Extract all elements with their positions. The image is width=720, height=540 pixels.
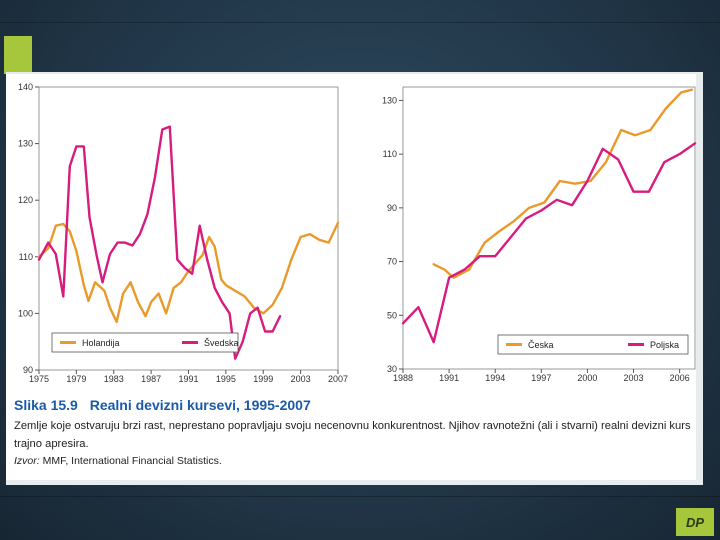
y-tick-label: 130 bbox=[18, 139, 33, 149]
legend-label: Poljska bbox=[650, 340, 679, 350]
y-tick-label: 130 bbox=[382, 95, 397, 105]
legend-label: Česka bbox=[528, 340, 554, 350]
series-line-holandija bbox=[37, 221, 340, 324]
chart-ceska-poljska: 30 50 70 90 110 130 1988 1991 1994 1997 2000 2003 20… bbox=[382, 86, 697, 383]
series-line-švedska bbox=[37, 125, 282, 360]
figure-title: Slika 15.9 Realni devizni kursevi, 1995-… bbox=[14, 397, 694, 413]
legend-box bbox=[497, 334, 689, 355]
x-tick-label: 1975 bbox=[29, 374, 49, 384]
y-tick-label: 90 bbox=[387, 203, 397, 213]
dp-badge: DP bbox=[676, 508, 714, 536]
x-tick-label: 2000 bbox=[577, 373, 597, 383]
chart-holandija-svedska: 90 100 110 120 130 140 1975 1979 1983 1987 1991 199… bbox=[18, 82, 348, 384]
figure-caption: Slika 15.9 Realni devizni kursevi, 1995-… bbox=[14, 397, 694, 467]
source-text: MMF, International Financial Statistics. bbox=[42, 455, 222, 467]
legend-label: Holandija bbox=[82, 338, 120, 348]
y-tick-label: 90 bbox=[23, 365, 33, 375]
figure-card: 90 100 110 120 130 140 1975 1979 1983 1987 1991 199… bbox=[6, 74, 697, 480]
x-tick-label: 1991 bbox=[439, 373, 459, 383]
y-tick-label: 140 bbox=[18, 82, 33, 92]
figure-source: Izvor: MMF, International Financial Stat… bbox=[14, 455, 694, 467]
background-line bbox=[0, 22, 720, 23]
y-tick-label: 110 bbox=[19, 252, 33, 262]
series-line-česka bbox=[432, 88, 694, 279]
y-tick-label: 110 bbox=[383, 149, 397, 159]
x-tick-label: 1983 bbox=[104, 374, 124, 384]
x-tick-label: 2003 bbox=[291, 374, 311, 384]
source-label: Izvor: bbox=[14, 455, 40, 467]
figure-description: Zemlje koje ostvaruju brzi rast, neprest… bbox=[14, 420, 691, 450]
plot-area bbox=[38, 86, 339, 371]
x-tick-label: 1979 bbox=[66, 374, 86, 384]
y-tick-label: 70 bbox=[387, 257, 397, 267]
background-line bbox=[0, 496, 720, 497]
y-tick-label: 50 bbox=[387, 310, 397, 320]
figure-title-text: Realni devizni kursevi, 1995-2007 bbox=[89, 397, 311, 413]
x-tick-label: 1999 bbox=[253, 374, 273, 384]
x-tick-label: 1995 bbox=[216, 374, 236, 384]
x-tick-label: 1991 bbox=[178, 374, 198, 384]
legend-label: Švedska bbox=[204, 338, 239, 348]
x-tick-label: 1987 bbox=[141, 374, 161, 384]
y-tick-label: 120 bbox=[18, 195, 33, 205]
x-tick-label: 2003 bbox=[624, 373, 644, 383]
plot-area bbox=[402, 86, 696, 370]
x-tick-label: 2007 bbox=[328, 374, 348, 384]
accent-tab bbox=[4, 36, 32, 74]
x-tick-label: 1997 bbox=[531, 373, 551, 383]
x-tick-label: 2006 bbox=[670, 373, 690, 383]
y-tick-label: 30 bbox=[387, 364, 397, 374]
x-tick-label: 1988 bbox=[393, 373, 413, 383]
figure-number: Slika 15.9 bbox=[14, 397, 78, 413]
legend-box bbox=[51, 332, 239, 353]
y-tick-label: 100 bbox=[18, 308, 33, 318]
series-line-poljska bbox=[401, 142, 697, 344]
x-tick-label: 1994 bbox=[485, 373, 505, 383]
